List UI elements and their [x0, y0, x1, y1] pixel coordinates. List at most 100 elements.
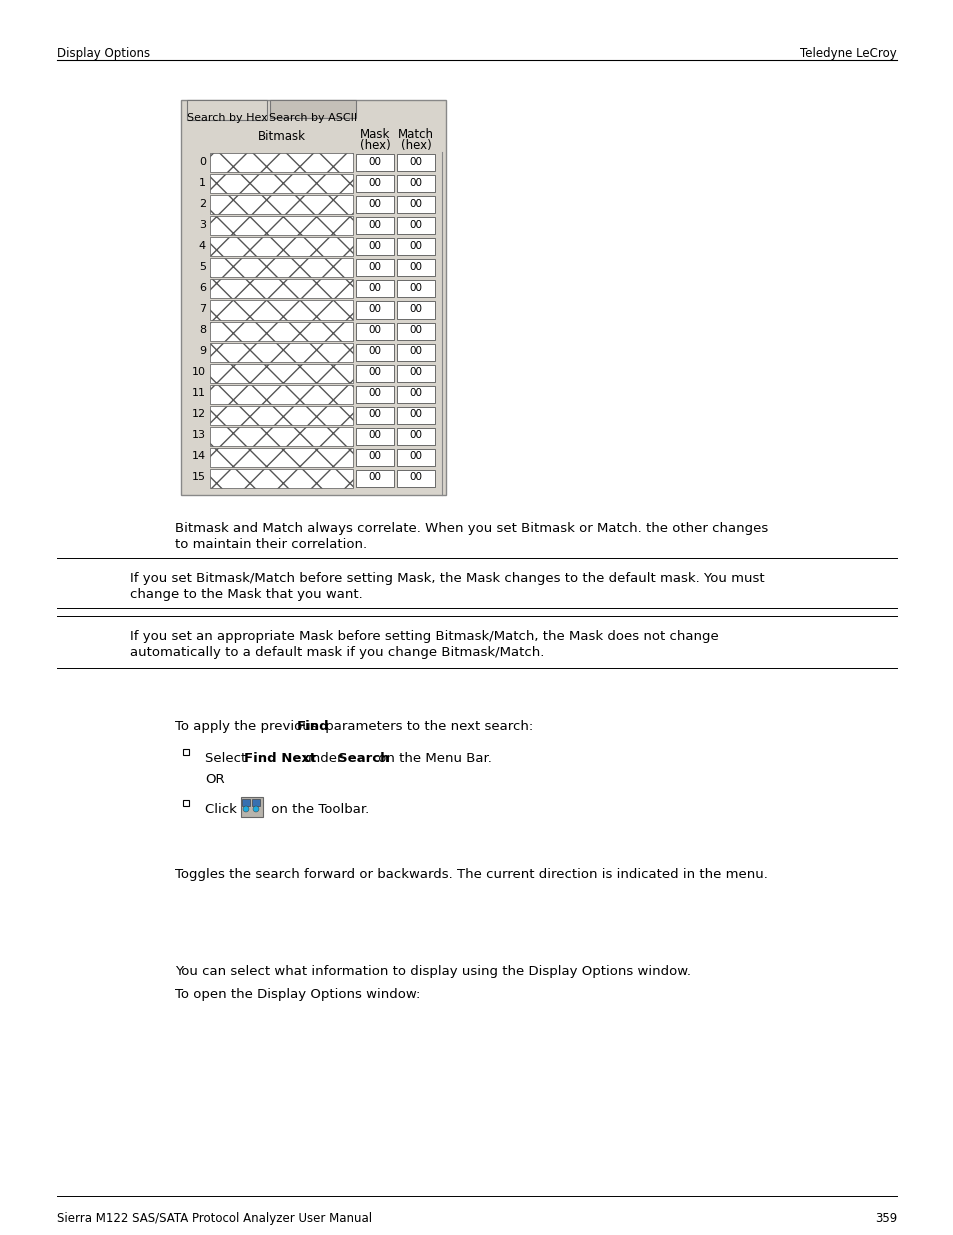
Bar [241, 797, 263, 818]
Text: 00: 00 [368, 473, 381, 483]
Bar [396, 259, 435, 277]
Text: 00: 00 [368, 220, 381, 230]
Text: on the Toolbar.: on the Toolbar. [267, 803, 369, 816]
Bar [355, 364, 394, 382]
Bar [183, 800, 189, 806]
Text: 00: 00 [409, 325, 422, 335]
Bar [181, 100, 446, 495]
Text: 00: 00 [368, 452, 381, 462]
Bar [210, 279, 353, 299]
Text: 00: 00 [368, 430, 381, 441]
Bar [396, 364, 435, 382]
Text: 1: 1 [199, 178, 206, 188]
Text: 00: 00 [409, 241, 422, 251]
Bar [355, 196, 394, 214]
Bar [396, 448, 435, 466]
Bar [210, 342, 353, 362]
Bar [396, 217, 435, 235]
Bar [210, 195, 353, 214]
Text: 0: 0 [199, 157, 206, 167]
Text: Search by ASCII: Search by ASCII [269, 112, 356, 124]
Bar [396, 343, 435, 361]
Text: 5: 5 [199, 262, 206, 272]
Text: 00: 00 [409, 388, 422, 398]
Bar [355, 301, 394, 319]
Bar [396, 385, 435, 403]
Text: 00: 00 [368, 388, 381, 398]
Text: 00: 00 [409, 473, 422, 483]
Text: 00: 00 [409, 304, 422, 314]
Text: 13: 13 [192, 430, 206, 441]
Text: 4: 4 [198, 241, 206, 251]
Text: Match: Match [397, 128, 434, 141]
Text: 10: 10 [192, 367, 206, 377]
Bar [187, 100, 267, 120]
Text: 00: 00 [368, 325, 381, 335]
Text: 15: 15 [192, 473, 206, 483]
Text: 00: 00 [368, 241, 381, 251]
Bar [355, 259, 394, 277]
Text: You can select what information to display using the Display Options window.: You can select what information to displ… [174, 965, 690, 978]
Bar [252, 799, 260, 806]
Bar [210, 448, 353, 467]
Bar [210, 406, 353, 425]
Text: 00: 00 [368, 157, 381, 167]
Text: If you set Bitmask/Match before setting Mask, the Mask changes to the default ma: If you set Bitmask/Match before setting … [130, 572, 763, 585]
Text: Bitmask: Bitmask [257, 130, 305, 143]
Text: Search by Hex: Search by Hex [187, 112, 267, 124]
Text: Mask: Mask [359, 128, 390, 141]
Text: 00: 00 [368, 304, 381, 314]
Text: 00: 00 [368, 346, 381, 356]
Text: 00: 00 [409, 157, 422, 167]
Text: 2: 2 [198, 199, 206, 209]
Bar [183, 748, 189, 755]
Bar [396, 175, 435, 193]
Bar [210, 258, 353, 278]
Text: 3: 3 [199, 220, 206, 230]
Bar [210, 321, 353, 341]
Bar [210, 153, 353, 172]
Bar [210, 216, 353, 235]
Bar [355, 343, 394, 361]
Text: under: under [298, 752, 346, 764]
Text: Toggles the search forward or backwards. The current direction is indicated in t: Toggles the search forward or backwards.… [174, 868, 767, 881]
Text: 00: 00 [368, 262, 381, 272]
Text: 14: 14 [192, 452, 206, 462]
Text: change to the Mask that you want.: change to the Mask that you want. [130, 588, 362, 601]
Bar [396, 406, 435, 424]
Text: 00: 00 [409, 346, 422, 356]
Text: 359: 359 [874, 1212, 896, 1225]
Text: parameters to the next search:: parameters to the next search: [321, 720, 533, 734]
Text: 9: 9 [198, 346, 206, 356]
Bar [210, 174, 353, 193]
Text: 00: 00 [368, 283, 381, 293]
Bar [355, 175, 394, 193]
Bar [210, 237, 353, 257]
Text: 00: 00 [409, 367, 422, 377]
Text: To open the Display Options window:: To open the Display Options window: [174, 988, 420, 1002]
Text: 6: 6 [199, 283, 206, 293]
Text: on the Menu Bar.: on the Menu Bar. [374, 752, 492, 764]
Text: (hex): (hex) [400, 140, 431, 152]
Bar [355, 322, 394, 340]
Bar [210, 469, 353, 488]
Text: 00: 00 [368, 199, 381, 209]
Text: Find Next: Find Next [244, 752, 315, 764]
Text: 12: 12 [192, 409, 206, 419]
Text: Bitmask and Match always correlate. When you set Bitmask or Match. the other cha: Bitmask and Match always correlate. When… [174, 522, 767, 535]
Bar [210, 384, 353, 404]
Bar [355, 280, 394, 298]
Bar [396, 301, 435, 319]
Bar [210, 363, 353, 383]
Text: To apply the previous: To apply the previous [174, 720, 321, 734]
Bar [355, 406, 394, 424]
Bar [242, 799, 250, 806]
Text: Sierra M122 SAS/SATA Protocol Analyzer User Manual: Sierra M122 SAS/SATA Protocol Analyzer U… [57, 1212, 372, 1225]
Text: Click: Click [205, 803, 241, 816]
Bar [355, 427, 394, 445]
Bar [396, 322, 435, 340]
Text: to maintain their correlation.: to maintain their correlation. [174, 538, 367, 551]
Text: 00: 00 [368, 409, 381, 419]
Text: Teledyne LeCroy: Teledyne LeCroy [800, 47, 896, 61]
Bar [355, 448, 394, 466]
